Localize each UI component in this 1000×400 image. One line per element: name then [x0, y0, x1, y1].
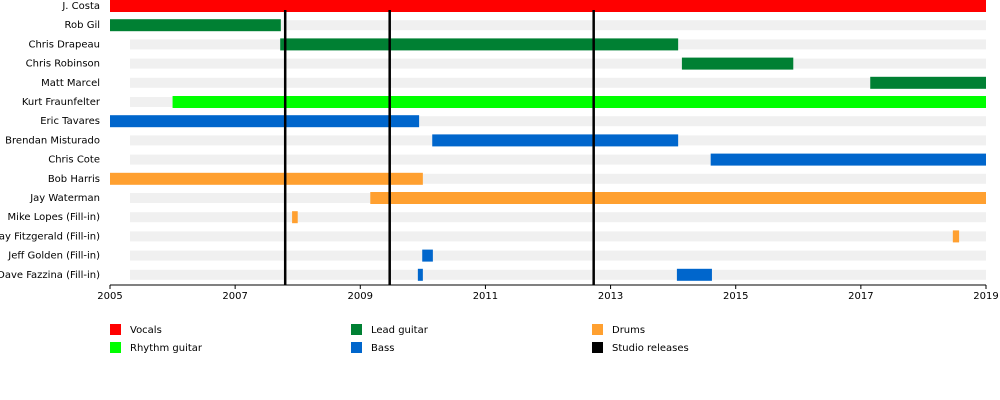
legend-label: Vocals [130, 325, 162, 336]
legend-swatch [351, 342, 362, 353]
x-tick-label: 2007 [222, 291, 247, 302]
tenure-bar [710, 153, 986, 166]
member-name: Matt Marcel [41, 78, 100, 89]
row-stripe [130, 231, 986, 242]
member-name: Bob Harris [48, 174, 100, 185]
member-name: Brendan Misturado [5, 135, 100, 146]
tenure-bar [870, 76, 986, 89]
tenure-bar [110, 115, 420, 128]
legend-swatch [592, 342, 603, 353]
member-name: Mike Lopes (Fill-in) [8, 212, 101, 223]
x-tick-label: 2013 [598, 291, 623, 302]
member-name: Chris Cote [48, 155, 100, 166]
tenure-bar [432, 134, 679, 147]
row-stripe [130, 116, 986, 127]
member-name: J. Costa [61, 1, 100, 12]
member-name: Dave Fazzina (Fill-in) [0, 270, 100, 281]
member-name: Jay Waterman [29, 193, 100, 204]
row-stripe [130, 58, 986, 69]
legend-label: Bass [371, 343, 394, 354]
x-tick-label: 2005 [97, 291, 122, 302]
legend-swatch [592, 324, 603, 335]
row-stripe [130, 154, 986, 165]
member-name: Jay Fitzgerald (Fill-in) [0, 231, 100, 242]
legend-label: Lead guitar [371, 325, 429, 336]
tenure-bar [422, 249, 433, 262]
member-name: Chris Robinson [26, 59, 100, 70]
legend-swatch [110, 342, 121, 353]
x-tick-label: 2019 [973, 291, 998, 302]
row-stripe [130, 20, 986, 31]
member-name: Jeff Golden (Fill-in) [7, 251, 100, 262]
x-tick-label: 2009 [348, 291, 373, 302]
tenure-bar [172, 96, 987, 108]
tenure-bar [110, 0, 986, 12]
x-tick-label: 2015 [723, 291, 748, 302]
tenure-bar [110, 172, 423, 185]
member-name: Chris Drapeau [28, 39, 100, 50]
tenure-bar [681, 57, 794, 70]
row-stripe [130, 77, 986, 88]
member-name: Eric Tavares [40, 116, 100, 127]
row-stripe [130, 269, 986, 280]
member-name: Kurt Fraunfelter [22, 97, 101, 108]
tenure-bar [280, 38, 679, 51]
member-name: Rob Gil [65, 20, 100, 31]
x-tick-label: 2017 [848, 291, 873, 302]
tenure-bar [110, 19, 281, 32]
legend-swatch [351, 324, 362, 335]
tenure-bar [370, 192, 987, 204]
row-stripe [130, 250, 986, 261]
tenure-bar [952, 230, 960, 243]
tenure-bar [292, 211, 298, 224]
legend-label: Drums [612, 325, 645, 336]
tenure-bar [417, 268, 423, 281]
x-tick-label: 2011 [473, 291, 498, 302]
tenure-bar [676, 268, 712, 281]
legend-swatch [110, 324, 121, 335]
row-stripe [130, 212, 986, 223]
legend-label: Rhythm guitar [130, 343, 203, 354]
legend-label: Studio releases [612, 343, 689, 354]
row-stripe [130, 173, 986, 184]
